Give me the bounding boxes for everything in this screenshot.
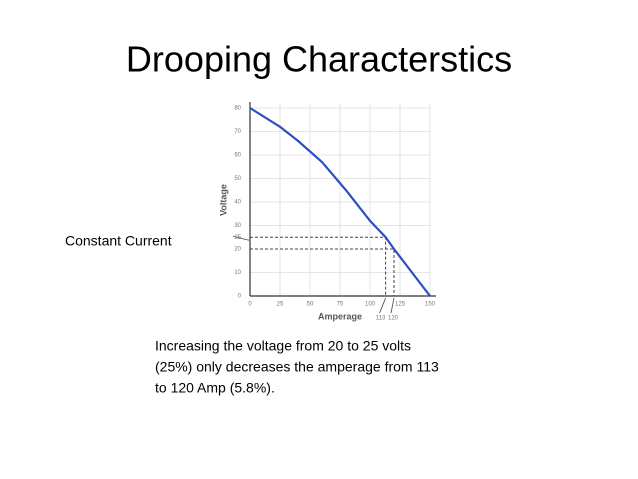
reference-label: 120 — [388, 316, 399, 322]
y-tick-label: 40 — [234, 200, 241, 206]
x-tick-label: 75 — [337, 302, 344, 308]
reference-label: 113 — [376, 316, 386, 322]
y-axis-label: Voltage — [218, 184, 228, 216]
caption-line: Increasing the voltage from 20 to 25 vol… — [155, 338, 411, 354]
data-line — [249, 107, 431, 297]
reference-line — [250, 248, 395, 296]
x-tick-label: 50 — [307, 302, 314, 308]
x-tick-label: 125 — [395, 302, 406, 308]
y-tick-label: 30 — [234, 223, 241, 229]
x-tick-label: 0 — [248, 302, 252, 308]
y-tick-label: 70 — [234, 129, 241, 135]
y-tick-label: 60 — [234, 153, 241, 159]
reference-arrow — [379, 297, 386, 314]
caption-line: (25%) only decreases the amperage from 1… — [155, 359, 439, 375]
annotation: Constant Current — [65, 233, 172, 249]
chart-frame — [213, 95, 440, 327]
y-tick-label: 10 — [234, 270, 241, 276]
x-axis-label: Amperage — [318, 311, 362, 321]
y-tick-label: 50 — [234, 176, 241, 182]
x-tick-label: 150 — [425, 302, 436, 308]
slide-title: Drooping Characterstics — [126, 39, 512, 80]
y-tick-label: 0 — [238, 294, 242, 300]
annotation-arrow — [232, 235, 250, 241]
x-tick-label: 25 — [277, 302, 284, 308]
caption-line: to 120 Amp (5.8%). — [155, 380, 275, 396]
y-tick-label: 20 — [234, 247, 241, 253]
x-tick-label: 100 — [365, 302, 376, 308]
y-tick-label: 80 — [234, 106, 241, 112]
reference-arrow — [390, 297, 395, 314]
